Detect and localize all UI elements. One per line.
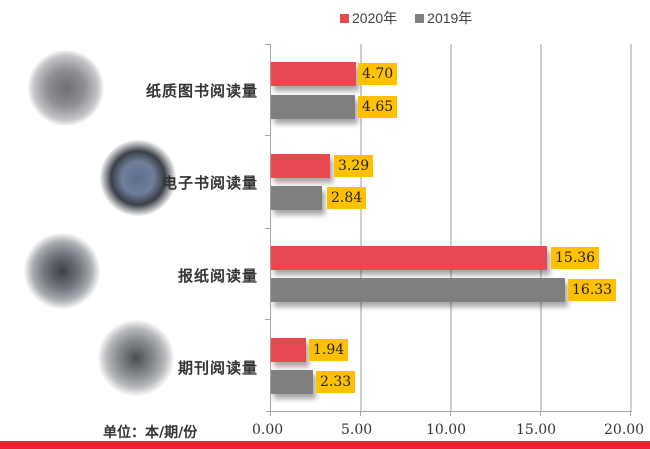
x-tick-label-20: 20.00 (604, 422, 645, 438)
bar-2019-periodicals (271, 370, 313, 394)
x-axis-tick (540, 411, 541, 416)
x-axis-tick (360, 411, 361, 416)
newspaper-photo-icon (24, 233, 100, 309)
legend-item-2019: 2019年 (415, 8, 472, 28)
value-label-2019-newspapers: 16.33 (568, 279, 617, 301)
y-axis-tick (265, 44, 270, 45)
category-label-periodicals: 期刊阅读量 (177, 359, 258, 377)
category-label-paper-books: 纸质图书阅读量 (145, 82, 258, 100)
x-axis-tick (630, 411, 631, 416)
magazine-photo-icon (98, 320, 174, 396)
gridline-20 (630, 44, 632, 411)
x-tick-label-15: 15.00 (516, 422, 557, 438)
legend-item-2020: 2020年 (340, 8, 397, 28)
x-tick-label-5: 5.00 (341, 422, 373, 438)
value-label-2020-periodicals: 1.94 (309, 339, 349, 361)
x-axis-tick (270, 411, 271, 416)
gridline-5 (360, 44, 362, 411)
gridline-10 (450, 44, 452, 411)
value-label-2019-paper-books: 4.65 (358, 96, 398, 118)
x-axis-line (266, 411, 632, 412)
bar-2020-periodicals (271, 338, 306, 362)
bottom-red-band (0, 441, 650, 449)
value-label-2020-newspapers: 15.36 (551, 247, 600, 269)
value-label-2019-periodicals: 2.33 (316, 371, 356, 393)
ebook-photo-icon (100, 140, 176, 216)
chart-legend: 2020年 2019年 (340, 8, 472, 28)
bar-2019-paper-books (271, 95, 355, 119)
y-axis-tick (265, 319, 270, 320)
x-axis-tick (450, 411, 451, 416)
legend-swatch-2019 (415, 13, 425, 23)
value-label-2019-ebooks: 2.84 (327, 187, 367, 209)
value-label-2020-ebooks: 3.29 (334, 155, 374, 177)
bar-2019-newspapers (271, 278, 565, 302)
bar-2020-paper-books (271, 62, 356, 86)
category-label-ebooks: 电子书阅读量 (161, 174, 258, 192)
legend-label-2019: 2019年 (427, 10, 473, 26)
legend-swatch-2020 (340, 13, 349, 23)
gridline-15 (540, 44, 542, 411)
bar-2020-ebooks (271, 154, 330, 178)
y-axis-tick (265, 228, 270, 229)
x-tick-label-0: 0.00 (252, 422, 284, 438)
bar-2019-ebooks (271, 186, 322, 210)
y-axis-tick (265, 135, 270, 136)
value-label-2020-paper-books: 4.70 (358, 63, 398, 85)
unit-label: 单位：本/期/份 (103, 425, 198, 441)
bar-2020-newspapers (271, 246, 547, 270)
x-tick-label-10: 10.00 (426, 422, 467, 438)
category-label-newspapers: 报纸阅读量 (177, 267, 258, 285)
book-photo-icon (28, 50, 104, 126)
y-axis-line (270, 44, 271, 411)
legend-label-2020: 2020年 (352, 10, 398, 26)
